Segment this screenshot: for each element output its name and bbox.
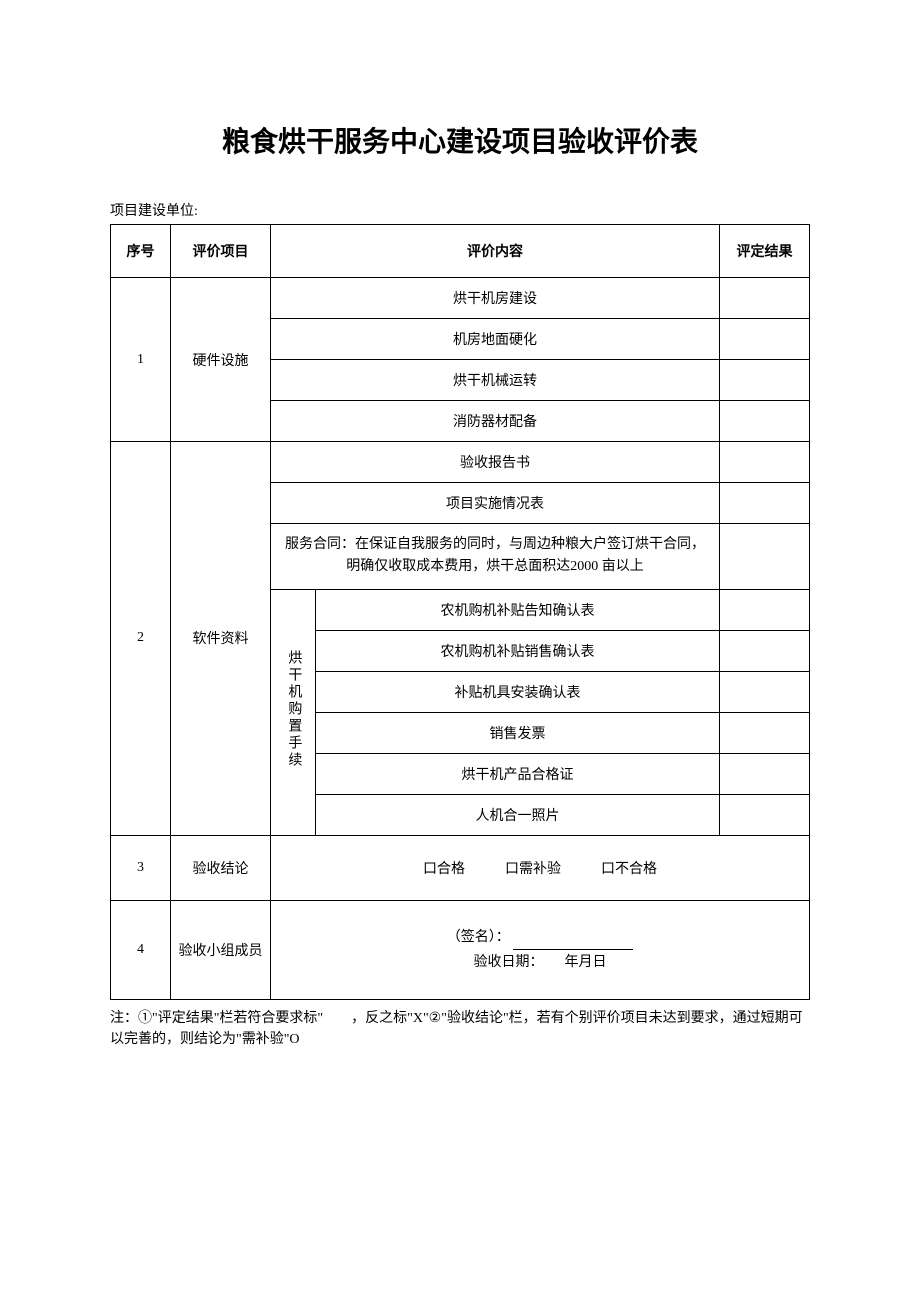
header-item: 评价项目	[171, 225, 271, 278]
item-members: 验收小组成员	[171, 900, 271, 999]
subgroup-label: 烘干机购置手续	[271, 589, 316, 835]
table-row: 2 软件资料 验收报告书	[111, 442, 810, 483]
date-suffix: 年月日	[565, 955, 607, 970]
seq-1: 1	[111, 278, 171, 442]
seq-4: 4	[111, 900, 171, 999]
result-cell[interactable]	[720, 360, 810, 401]
checkbox-pass[interactable]: 口合格	[423, 858, 465, 878]
content-contract: 服务合同：在保证自我服务的同时，与周边种粮大户签订烘干合同，明确仅收取成本费用，…	[271, 524, 720, 590]
evaluation-table: 序号 评价项目 评价内容 评定结果 1 硬件设施 烘干机房建设 机房地面硬化 烘…	[110, 224, 810, 1000]
checkbox-recheck[interactable]: 口需补验	[505, 858, 561, 878]
content-cell: 烘干机产品合格证	[316, 753, 720, 794]
content-cell: 消防器材配备	[271, 401, 720, 442]
result-cell[interactable]	[720, 753, 810, 794]
conclusion-options: 口合格 口需补验 口不合格	[271, 835, 810, 900]
header-content: 评价内容	[271, 225, 720, 278]
project-unit-label: 项目建设单位:	[110, 200, 810, 220]
result-cell[interactable]	[720, 794, 810, 835]
result-cell[interactable]	[720, 630, 810, 671]
checkbox-fail[interactable]: 口不合格	[601, 858, 657, 878]
table-row: 4 验收小组成员 （签名）： 验收日期： 年月日	[111, 900, 810, 999]
content-cell: 烘干机房建设	[271, 278, 720, 319]
content-cell: 烘干机械运转	[271, 360, 720, 401]
item-conclusion: 验收结论	[171, 835, 271, 900]
subgroup-label-text: 烘干机购置手续	[285, 650, 302, 769]
table-row: 1 硬件设施 烘干机房建设	[111, 278, 810, 319]
page-title: 粮食烘干服务中心建设项目验收评价表	[110, 120, 810, 160]
content-cell: 人机合一照片	[316, 794, 720, 835]
result-cell[interactable]	[720, 589, 810, 630]
signature-cell: （签名）： 验收日期： 年月日	[271, 900, 810, 999]
signature-label: （签名）：	[447, 930, 510, 945]
seq-3: 3	[111, 835, 171, 900]
content-cell: 销售发票	[316, 712, 720, 753]
content-cell: 验收报告书	[271, 442, 720, 483]
table-row: 3 验收结论 口合格 口需补验 口不合格	[111, 835, 810, 900]
content-cell: 农机购机补贴告知确认表	[316, 589, 720, 630]
item-software: 软件资料	[171, 442, 271, 836]
result-cell[interactable]	[720, 712, 810, 753]
header-result: 评定结果	[720, 225, 810, 278]
result-cell[interactable]	[720, 442, 810, 483]
content-cell: 农机购机补贴销售确认表	[316, 630, 720, 671]
content-cell: 补贴机具安装确认表	[316, 671, 720, 712]
header-seq: 序号	[111, 225, 171, 278]
footnote: 注：①"评定结果"栏若符合要求标" ，反之标"X"②"验收结论"栏，若有个别评价…	[110, 1008, 810, 1050]
content-cell: 机房地面硬化	[271, 319, 720, 360]
date-label: 验收日期：	[474, 955, 544, 970]
result-cell[interactable]	[720, 524, 810, 590]
content-cell: 项目实施情况表	[271, 483, 720, 524]
result-cell[interactable]	[720, 319, 810, 360]
seq-2: 2	[111, 442, 171, 836]
header-row: 序号 评价项目 评价内容 评定结果	[111, 225, 810, 278]
result-cell[interactable]	[720, 671, 810, 712]
result-cell[interactable]	[720, 483, 810, 524]
result-cell[interactable]	[720, 401, 810, 442]
result-cell[interactable]	[720, 278, 810, 319]
item-hardware: 硬件设施	[171, 278, 271, 442]
